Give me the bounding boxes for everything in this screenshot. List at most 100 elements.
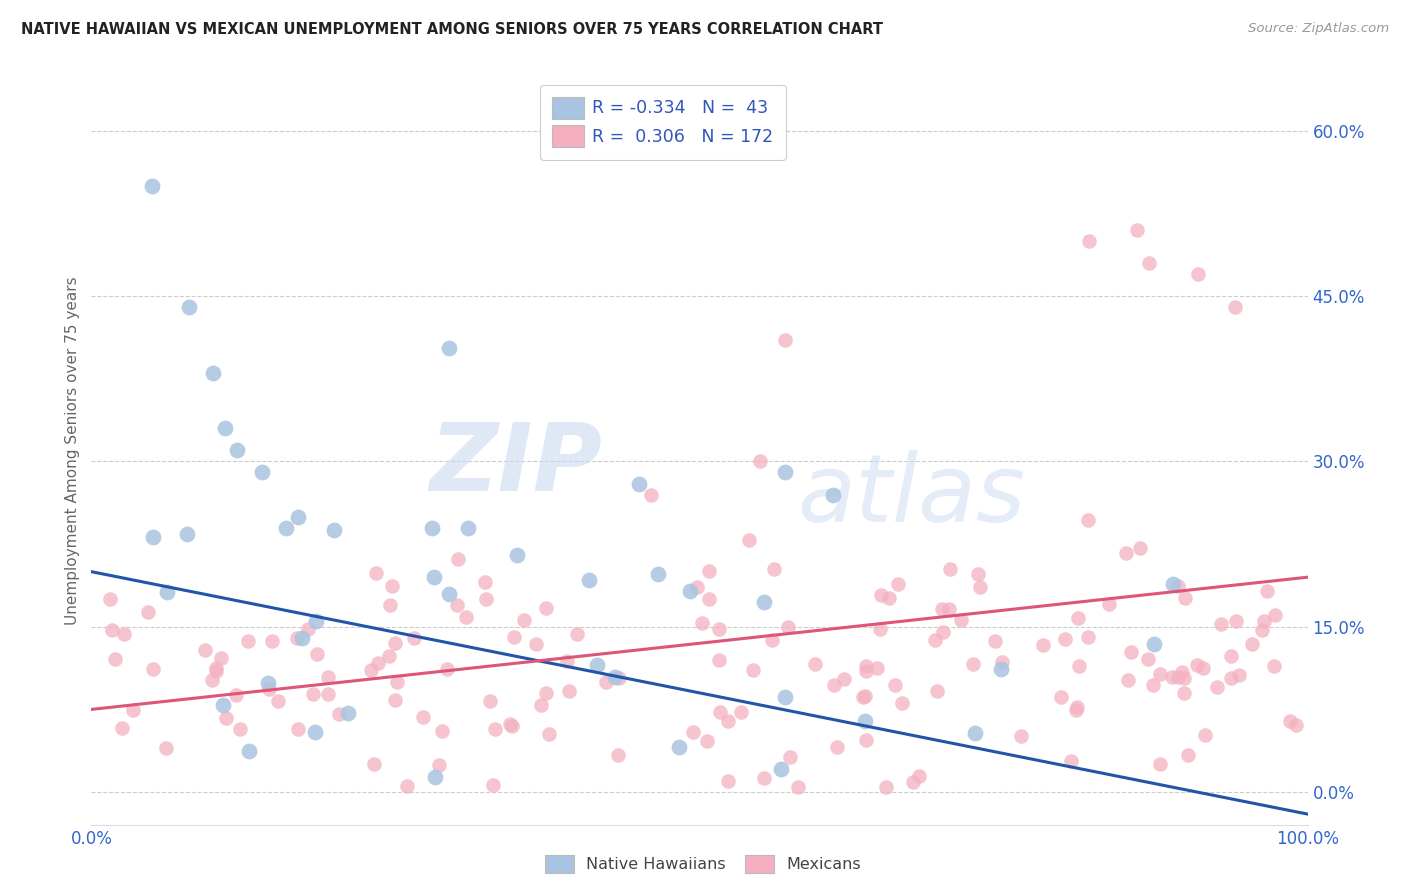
Point — [717, 714, 740, 728]
Point — [855, 665, 877, 679]
Text: Source: ZipAtlas.com: Source: ZipAtlas.com — [1249, 22, 1389, 36]
Point — [1098, 597, 1121, 611]
Point — [366, 566, 388, 580]
Point — [1225, 614, 1247, 628]
Point — [328, 707, 350, 722]
Point — [832, 673, 855, 687]
Point — [176, 527, 198, 541]
Point — [291, 631, 314, 645]
Legend: R = -0.334   N =  43, R =  0.306   N = 172: R = -0.334 N = 43, R = 0.306 N = 172 — [540, 85, 786, 160]
Point — [177, 300, 200, 314]
Point — [225, 688, 247, 702]
Point — [337, 706, 360, 721]
Point — [215, 711, 238, 725]
Point — [855, 658, 877, 673]
Point — [558, 684, 581, 698]
Point — [250, 466, 273, 480]
Point — [565, 627, 588, 641]
Point — [305, 614, 328, 628]
Point — [1149, 667, 1171, 681]
Point — [908, 769, 931, 783]
Point — [285, 631, 308, 645]
Point — [506, 548, 529, 562]
Point — [267, 694, 290, 708]
Point — [932, 625, 955, 640]
Point — [142, 662, 165, 676]
Point — [1077, 512, 1099, 526]
Point — [1185, 658, 1208, 673]
Point — [305, 647, 328, 661]
Point — [287, 509, 309, 524]
Point — [423, 570, 446, 584]
Point — [1143, 637, 1166, 651]
Point — [925, 684, 948, 698]
Point — [1067, 658, 1090, 673]
Point — [1067, 610, 1090, 624]
Point — [274, 520, 297, 534]
Point — [211, 698, 233, 712]
Point — [1251, 623, 1274, 637]
Point — [1173, 686, 1195, 700]
Point — [697, 564, 720, 578]
Point — [965, 726, 987, 740]
Point — [1284, 717, 1306, 731]
Point — [730, 705, 752, 719]
Point — [682, 725, 704, 739]
Point — [302, 687, 325, 701]
Point — [884, 678, 907, 692]
Point — [969, 580, 991, 594]
Point — [939, 562, 962, 576]
Point — [204, 665, 226, 679]
Point — [717, 773, 740, 788]
Point — [823, 487, 845, 501]
Point — [378, 598, 401, 612]
Point — [752, 595, 775, 609]
Point — [887, 576, 910, 591]
Point — [1167, 579, 1189, 593]
Point — [1139, 256, 1161, 270]
Point — [501, 719, 523, 733]
Point — [297, 622, 319, 636]
Point — [1187, 267, 1209, 281]
Point — [931, 601, 953, 615]
Point — [990, 662, 1012, 676]
Legend: Native Hawaiians, Mexicans: Native Hawaiians, Mexicans — [538, 848, 868, 880]
Point — [966, 566, 988, 581]
Point — [437, 587, 460, 601]
Point — [404, 631, 426, 645]
Point — [363, 757, 385, 772]
Point — [1167, 669, 1189, 683]
Point — [367, 656, 389, 670]
Text: atlas: atlas — [797, 450, 1025, 541]
Point — [1241, 637, 1264, 651]
Point — [384, 693, 406, 707]
Point — [481, 778, 503, 792]
Point — [603, 670, 626, 684]
Point — [194, 643, 217, 657]
Point — [640, 487, 662, 501]
Point — [499, 717, 522, 731]
Point — [425, 770, 447, 784]
Point — [316, 687, 339, 701]
Point — [924, 633, 946, 648]
Point — [530, 698, 553, 713]
Y-axis label: Unemployment Among Seniors over 75 years: Unemployment Among Seniors over 75 years — [65, 277, 80, 624]
Point — [360, 663, 382, 677]
Point — [430, 723, 453, 738]
Point — [1192, 660, 1215, 674]
Point — [787, 780, 810, 794]
Point — [668, 740, 690, 755]
Point — [865, 661, 887, 675]
Point — [991, 656, 1014, 670]
Point — [1129, 541, 1152, 556]
Point — [869, 622, 891, 636]
Point — [1064, 702, 1087, 716]
Point — [436, 662, 458, 676]
Point — [323, 523, 346, 537]
Point — [852, 690, 875, 704]
Point — [823, 677, 845, 691]
Point — [236, 634, 259, 648]
Point — [141, 179, 163, 194]
Point — [121, 703, 143, 717]
Point — [1256, 584, 1278, 599]
